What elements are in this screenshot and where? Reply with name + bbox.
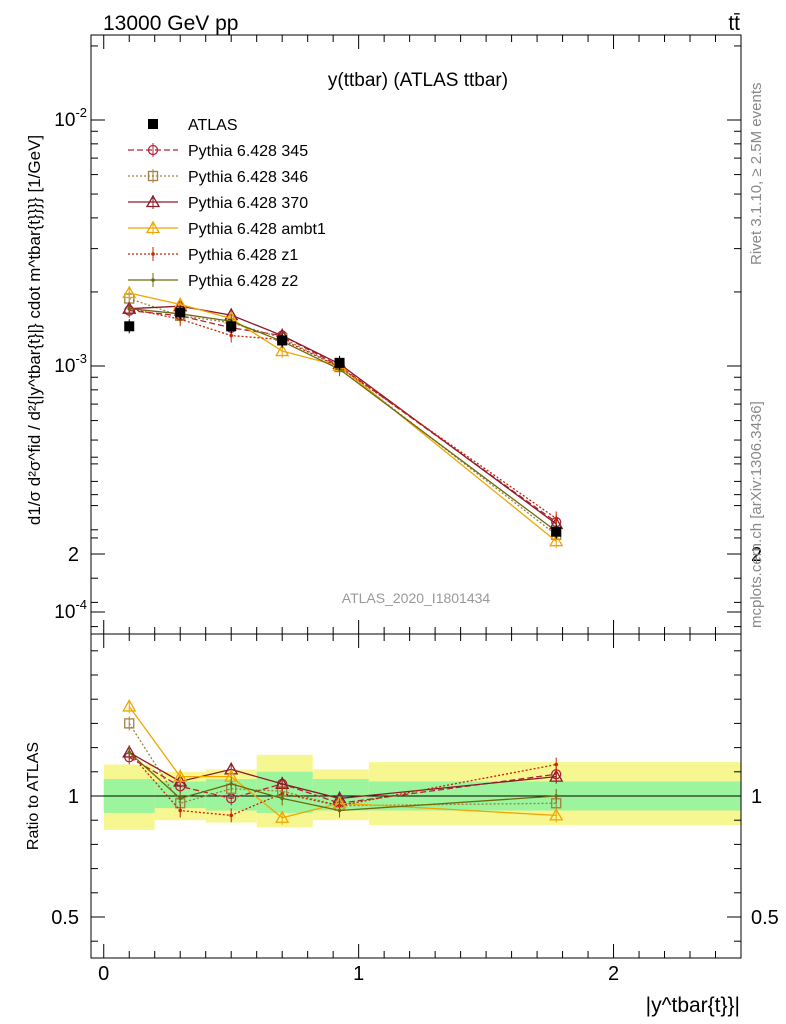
main-data-point (334, 357, 345, 368)
x-tick-label: 2 (608, 963, 619, 985)
ratio-series-line (128, 751, 557, 800)
ratio-data-point (173, 769, 188, 782)
legend-marker (148, 119, 158, 129)
ratio-data-point (124, 718, 135, 729)
ratio-data-point (122, 699, 137, 712)
main-series-line (129, 292, 557, 542)
ratio-series-line (128, 752, 557, 817)
main-data-point (175, 307, 186, 318)
legend-marker (145, 220, 161, 234)
legend-label: Pythia 6.428 370 (188, 195, 308, 212)
y-tick-label-ratio-right: 1 (751, 786, 762, 808)
header-left: 13000 GeV pp (103, 12, 238, 35)
y-tick-label-main: 10-3 (54, 351, 87, 377)
legend: ATLAS Pythia 6.428 345 Pythia 6.428 346 Pyt… (128, 117, 326, 290)
main-data-point (229, 333, 233, 338)
ratio-data-point (549, 808, 564, 821)
ratio-data-point (127, 750, 132, 755)
watermark: ATLAS_2020_I1801434 (342, 590, 491, 606)
legend-label: Pythia 6.428 345 (188, 143, 308, 160)
y-tick-label-ratio-right: 2 (751, 544, 762, 566)
legend-marker (151, 278, 155, 282)
y-axis-label-main: d1/σ d²σ^fid / d²{|y^tbar{t}|} cdot m^tb… (25, 135, 44, 525)
y-tick-label-main: 10-2 (54, 105, 87, 131)
y-tick-label-ratio: 2 (68, 544, 79, 566)
legend-marker (147, 170, 159, 182)
ratio-data-point (554, 762, 558, 767)
y-axis-label-ratio: Ratio to ATLAS (25, 742, 42, 850)
legend-marker (145, 194, 161, 208)
side-label-mcplots: mcplots.cern.ch [arXiv:1306.3436] (748, 401, 765, 628)
main-data-point (277, 335, 288, 346)
ratio-series-line (128, 723, 557, 807)
legend-label: Pythia 6.428 z2 (188, 273, 298, 290)
ratio-data-point (178, 808, 183, 813)
y-tick-label-ratio-right: 0.5 (751, 907, 779, 929)
ratio-data-point (280, 796, 284, 801)
y-tick-label-main: 10-4 (54, 597, 87, 623)
legend-marker (147, 144, 159, 156)
main-panel (91, 35, 741, 634)
main-data-point (275, 343, 290, 357)
main-data-point (551, 526, 562, 537)
ratio-data-point (178, 796, 183, 801)
ratio-series-line (128, 751, 557, 812)
legend-label: Pythia 6.428 346 (188, 169, 308, 186)
ratio-data-point (275, 810, 290, 823)
main-series-group (122, 285, 564, 549)
y-tick-label-ratio: 0.5 (51, 907, 79, 929)
main-data-point (554, 516, 558, 521)
x-tick-label: 0 (98, 963, 109, 985)
ratio-data-point (549, 769, 564, 782)
ratio-data-point (229, 813, 233, 818)
side-label-rivet: Rivet 3.1.10, ≥ 2.5M events (748, 83, 765, 266)
main-data-point (549, 533, 564, 547)
legend-marker (151, 252, 155, 256)
ratio-data-point (337, 808, 342, 813)
x-tick-label: 1 (353, 963, 364, 985)
main-data-point (124, 321, 135, 332)
legend-label: Pythia 6.428 z1 (188, 247, 298, 264)
ratio-series-line (128, 706, 557, 819)
legend-label: Pythia 6.428 ambt1 (188, 221, 326, 238)
main-series-line (129, 305, 557, 525)
main-plot-area (91, 35, 741, 634)
ratio-data-point (554, 794, 558, 798)
x-axis-label: |y^tbar{t}}| (646, 994, 740, 1017)
main-series-line (129, 308, 557, 532)
ratio-data-point (229, 782, 233, 786)
header-right: tt̄ (728, 12, 740, 35)
y-tick-label-ratio: 1 (68, 786, 79, 808)
plot-title: y(ttbar) (ATLAS ttbar) (328, 70, 508, 91)
legend-label: ATLAS (188, 117, 238, 134)
main-data-point (127, 306, 132, 311)
main-series-line (129, 308, 557, 520)
ratio-series-group (122, 699, 564, 825)
main-data-point (226, 321, 237, 332)
main-data-point (122, 285, 137, 299)
